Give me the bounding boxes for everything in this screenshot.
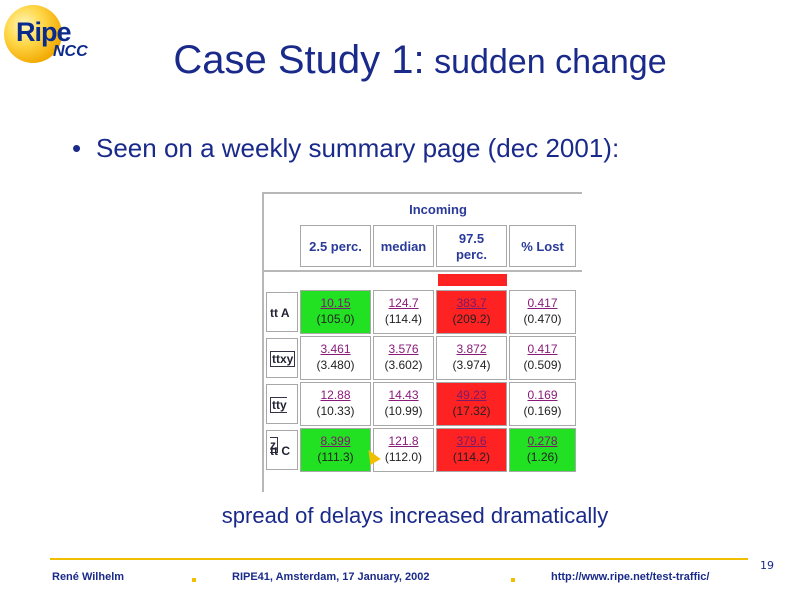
cell-value-link[interactable]: 0.278 [527,434,558,448]
cell-previous-value: (105.0) [316,312,355,326]
cell-value-link[interactable]: 49.23 [456,388,487,402]
row-label: ttxy [266,338,298,378]
cell-previous-value: (10.33) [316,404,355,418]
header-median: median [373,225,434,267]
slide-caption: spread of delays increased dramatically [221,503,609,528]
cell-previous-value: (1.26) [526,450,559,464]
cell-value-link[interactable]: 3.576 [388,342,419,356]
header-2-5-perc: 2.5 perc. [300,225,371,267]
slide-title: Case Study 1: sudden change [0,38,800,83]
cell-previous-value: (114.4) [384,312,423,326]
footer-separator [192,578,196,582]
table-cell: 14.43 (10.99) [373,382,434,426]
table-cell: 379.6 (114.2) [436,428,507,472]
cell-previous-value: (0.169) [523,404,562,418]
header-97-5-perc: 97.5 perc. [436,225,507,267]
cell-value-link[interactable]: 12.88 [320,388,351,402]
logo-globe [4,5,62,63]
row-label-text: ttxy [270,351,296,367]
table-cell: 0.169 (0.169) [509,382,576,426]
cell-previous-value: (112.0) [384,450,423,464]
incoming-header: Incoming [409,202,467,217]
table-border-top [262,192,582,194]
row-label: tt A [266,292,298,332]
logo-ripe-text: Ripe [16,17,72,47]
cell-previous-value: (0.470) [523,312,562,326]
page-number: 19 [760,559,774,572]
cell-value-link[interactable]: 124.7 [388,296,419,310]
table-cell: 8.399 (111.3) [300,428,371,472]
row-label-text: tt C [270,444,290,458]
cell-previous-value: (3.974) [452,358,491,372]
footer-separator [511,578,515,582]
cell-value-link[interactable]: 3.872 [456,342,487,356]
row-label: tty z [266,384,298,453]
cell-value-link[interactable]: 14.43 [388,388,419,402]
ripe-ncc-logo: Ripe NCC [4,5,104,65]
cell-previous-value: (10.99) [384,404,423,418]
cell-value-link[interactable]: 0.169 [527,388,558,402]
table-cell: 10.15 (105.0) [300,290,371,334]
footer-author: René Wilhelm [52,571,125,583]
table-cell: 121.8 (112.0) [373,428,434,472]
footer-event: RIPE41, Amsterdam, 17 January, 2002 [232,571,430,583]
cell-previous-value: (0.509) [523,358,562,372]
title-sub: sudden change [424,43,667,81]
table-cell: 0.417 (0.470) [509,290,576,334]
cell-previous-value: (3.602) [384,358,423,372]
table-cell: 383.7 (209.2) [436,290,507,334]
summary-table-screenshot: Incoming 2.5 perc. median 97.5 perc. % Lo… [262,192,582,492]
cell-previous-value: (209.2) [452,312,491,326]
cell-previous-value: (3.480) [316,358,355,372]
table-cell: 3.461 (3.480) [300,336,371,380]
row-label-text: tty z [270,397,287,453]
cell-value-link[interactable]: 3.461 [320,342,351,356]
row-label-text: tt A [270,306,290,320]
header-percent-lost: % Lost [509,225,576,267]
table-cell: 49.23 (17.32) [436,382,507,426]
cell-value-link[interactable]: 0.417 [527,296,558,310]
table-cell: 12.88 (10.33) [300,382,371,426]
cell-value-link[interactable]: 121.8 [388,434,419,448]
table-cell: 0.278 (1.26) [509,428,576,472]
table-cell: 124.7 (114.4) [373,290,434,334]
table-cell: 3.576 (3.602) [373,336,434,380]
cell-value-link[interactable]: 10.15 [320,296,351,310]
cell-previous-value: (114.2) [452,450,491,464]
truncated-red-cell [438,274,507,286]
row-label: tt C [266,430,298,470]
cell-value-link[interactable]: 379.6 [456,434,487,448]
table-cell: 0.417 (0.509) [509,336,576,380]
cell-value-link[interactable]: 8.399 [320,434,351,448]
bullet-point: • Seen on a weekly summary page (dec 2001… [72,133,619,164]
title-main: Case Study 1: [173,38,425,82]
cell-value-link[interactable]: 383.7 [456,296,487,310]
cell-previous-value: (17.32) [452,404,491,418]
cell-previous-value: (111.3) [317,450,354,464]
table-cell: 3.872 (3.974) [436,336,507,380]
bullet-marker: • [72,133,82,163]
footer-url[interactable]: http://www.ripe.net/test-traffic/ [551,571,710,583]
logo-ncc-text: NCC [53,43,88,60]
footer-line [50,558,748,560]
bullet-text: Seen on a weekly summary page (dec 2001)… [96,133,620,163]
cell-value-link[interactable]: 0.417 [527,342,558,356]
table-border-left [262,192,264,492]
table-header-divider [262,270,582,272]
